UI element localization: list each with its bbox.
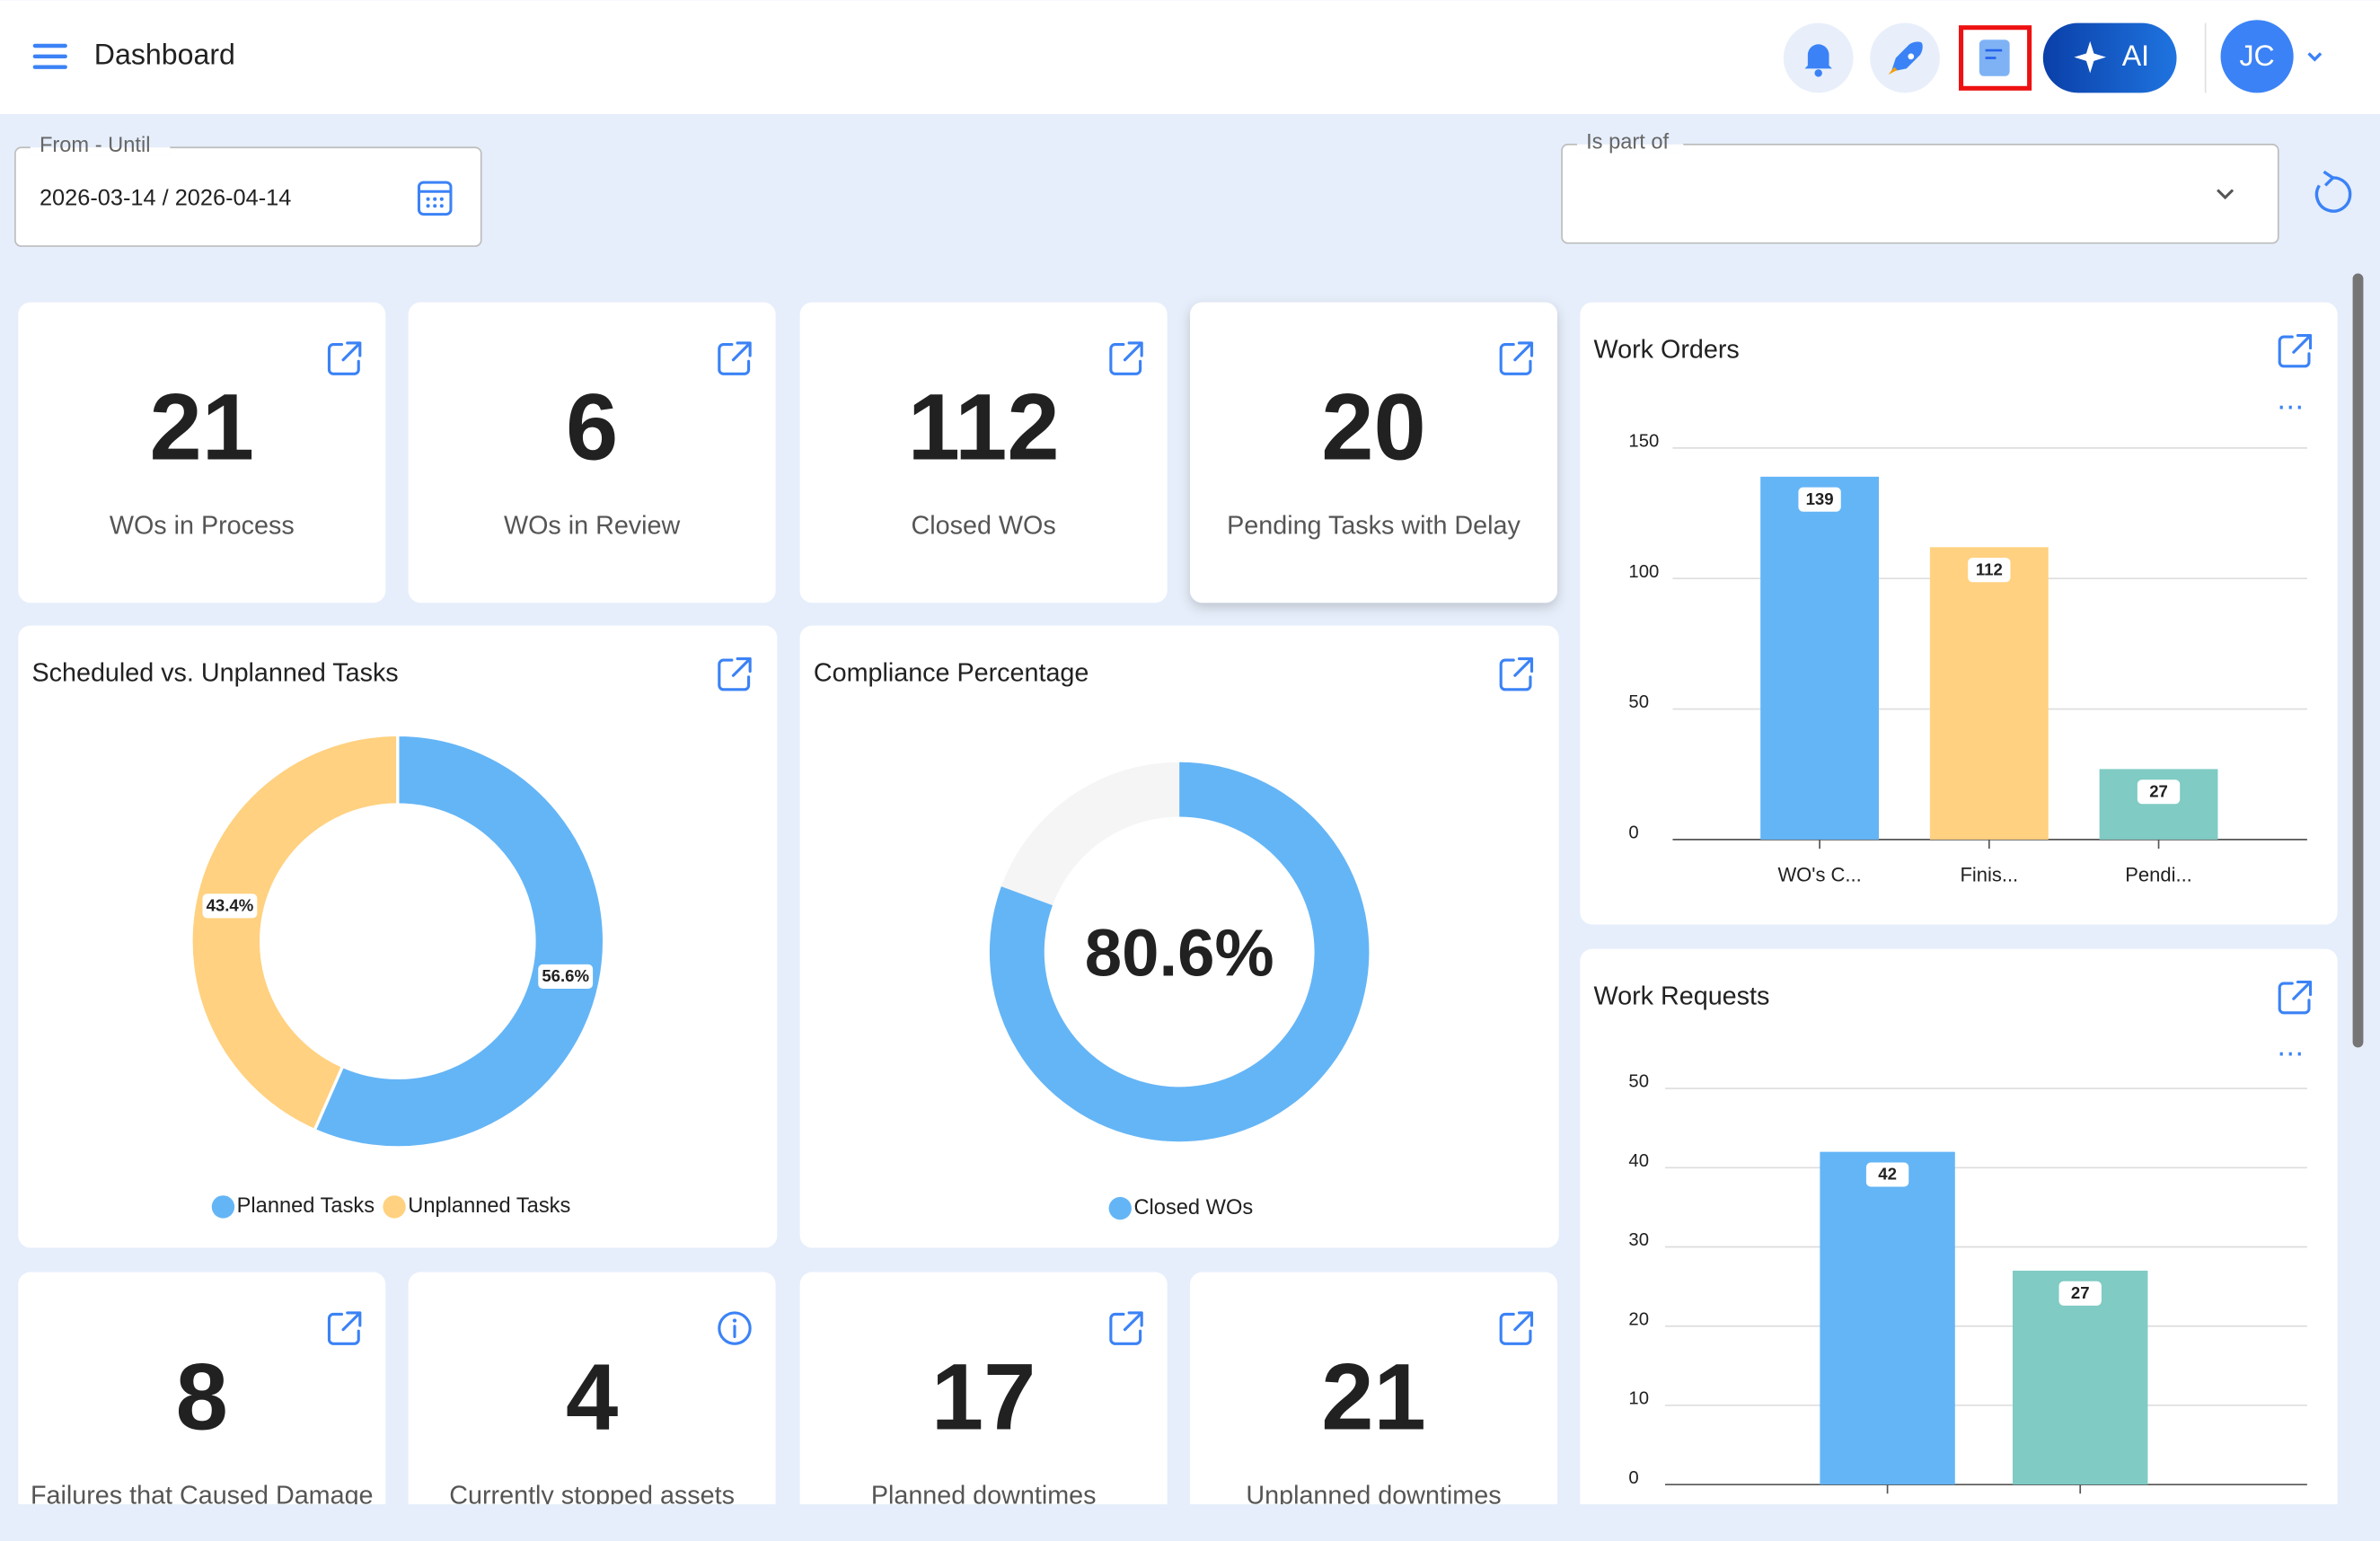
rocket-button[interactable] — [1870, 22, 1940, 93]
ai-button[interactable]: AI — [2042, 22, 2177, 93]
card — [18, 625, 778, 1248]
field-label: Is part of — [1586, 130, 1669, 154]
scrollbar — [2352, 273, 2364, 1048]
card — [799, 302, 1168, 603]
value-label: 139 — [1806, 489, 1834, 508]
card — [408, 1272, 776, 1505]
y-tick-label: 0 — [1628, 823, 1638, 842]
kpi-value: 112 — [908, 374, 1060, 480]
user-menu[interactable]: JC — [2220, 20, 2323, 93]
value-label-box — [1798, 487, 1841, 512]
legend-swatch — [383, 1195, 406, 1219]
kpi-label: Unplanned downtimes — [1246, 1481, 1501, 1510]
is-part-of-field[interactable]: Is part of — [1561, 130, 2279, 244]
kpi-value: 21 — [150, 374, 255, 480]
value-label: 27 — [2071, 1283, 2090, 1302]
y-tick-label: 50 — [1628, 692, 1649, 712]
chart-title: Work Requests — [1594, 982, 1770, 1010]
card — [799, 625, 1559, 1248]
card — [18, 1272, 386, 1505]
kpi-value: 8 — [176, 1344, 228, 1449]
kpi-label: Pending Tasks with Delay — [1227, 511, 1521, 540]
x-tick-label: WO's C... — [1777, 863, 1861, 885]
chart-title: Work Orders — [1594, 335, 1740, 364]
kpi-label: Currently stopped assets — [449, 1481, 735, 1510]
value-label: 43.4% — [207, 896, 254, 915]
x-tick-label: Pendi... — [2125, 863, 2192, 885]
value-label: 56.6% — [542, 966, 589, 985]
cards: 21 WOs in Process 6 WOs in Review 112 Closed … — [18, 302, 2338, 1510]
value-label: 27 — [2149, 782, 2168, 801]
bar — [1929, 547, 2049, 840]
legend-label: Unplanned Tasks — [408, 1194, 570, 1218]
kpi-value: 4 — [566, 1344, 618, 1449]
top-bar — [0, 0, 2380, 115]
legend-swatch — [1108, 1196, 1132, 1220]
chart-title: Compliance Percentage — [814, 658, 1089, 687]
value-label-box — [2058, 1281, 2102, 1306]
bar — [2099, 769, 2218, 840]
value-label-box — [1968, 558, 2011, 583]
gauge-value: 80.6% — [1085, 915, 1274, 990]
kpi-value: 21 — [1321, 1344, 1426, 1449]
kpi-label: WOs in Review — [504, 511, 681, 540]
value-label-box — [202, 894, 258, 919]
bar — [2013, 1270, 2148, 1485]
refresh-button[interactable] — [2314, 170, 2352, 213]
card — [1580, 948, 2338, 1505]
notifications-button[interactable] — [1783, 22, 1854, 93]
legend-label: Closed WOs — [1133, 1196, 1253, 1220]
field-value: 2026-03-14 / 2026-04-14 — [40, 185, 291, 210]
user-initials: JC — [2239, 40, 2274, 72]
card — [18, 302, 386, 603]
y-tick-label: 30 — [1628, 1230, 1649, 1250]
y-tick-label: 10 — [1628, 1389, 1649, 1409]
page-title: Dashboard — [94, 38, 235, 70]
y-tick-label: 150 — [1628, 431, 1659, 451]
donut-slice — [312, 733, 606, 1149]
card — [1190, 302, 1557, 603]
y-tick-label: 20 — [1628, 1309, 1649, 1329]
kpi-value: 17 — [931, 1344, 1036, 1449]
y-tick-label: 100 — [1628, 562, 1659, 582]
card — [1190, 1272, 1557, 1505]
value-label-box — [2137, 779, 2181, 805]
value-label: 112 — [1976, 559, 2003, 578]
chart-title: Scheduled vs. Unplanned Tasks — [31, 658, 398, 687]
value-label: 42 — [1878, 1165, 1897, 1184]
kpi-label: Failures that Caused Damage — [31, 1481, 374, 1510]
kpi-label: Planned downtimes — [871, 1481, 1097, 1510]
card — [408, 302, 776, 603]
legend-label: Planned Tasks — [237, 1194, 375, 1218]
legend-swatch — [211, 1195, 235, 1219]
notes-button[interactable] — [1959, 25, 2032, 91]
kpi-label: Closed WOs — [912, 511, 1056, 540]
kpi-value: 6 — [566, 374, 618, 480]
value-label-box — [1865, 1162, 1909, 1187]
card — [799, 1272, 1168, 1505]
menu-button[interactable] — [32, 43, 67, 69]
y-tick-label: 40 — [1628, 1151, 1649, 1171]
more-button[interactable]: ⋯ — [2277, 1038, 2304, 1069]
donut-slice — [190, 733, 400, 1132]
y-tick-label: 50 — [1628, 1072, 1649, 1092]
kpi-label: WOs in Process — [110, 511, 295, 540]
more-button[interactable]: ⋯ — [2277, 392, 2304, 422]
field-label: From - Until — [40, 134, 151, 157]
y-tick-label: 0 — [1628, 1468, 1638, 1488]
value-label-box — [538, 964, 594, 989]
x-tick-label: Finis... — [1960, 863, 2018, 885]
kpi-value: 20 — [1321, 374, 1426, 480]
ai-label: AI — [2122, 40, 2149, 72]
date-range-field[interactable]: From - Until 2026-03-14 / 2026-04-14 — [14, 134, 482, 247]
bar — [1760, 476, 1880, 840]
bar — [1820, 1151, 1955, 1485]
